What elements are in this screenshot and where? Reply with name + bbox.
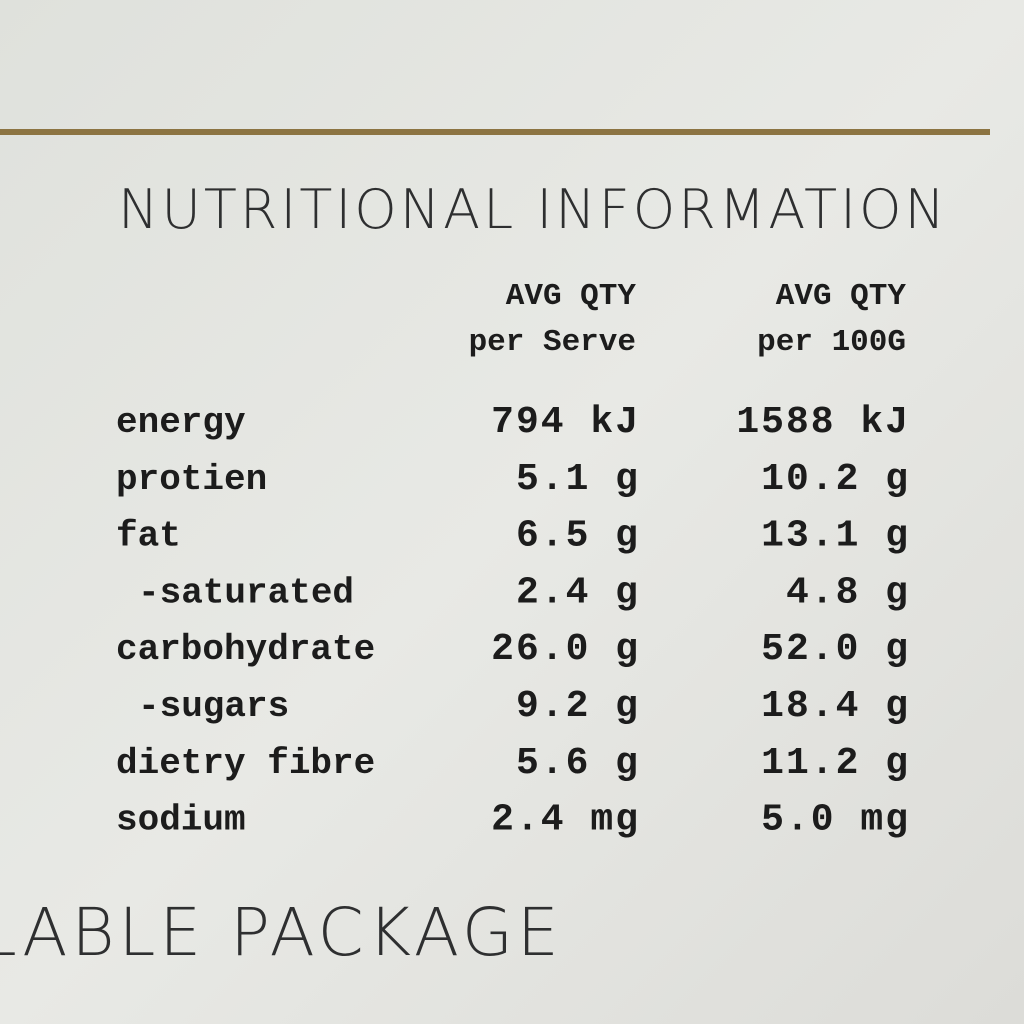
nutrition-table: AVG QTY per Serve AVG QTY per 100G energy 794… (116, 279, 910, 842)
column-header: AVG QTY (506, 279, 637, 314)
title: NUTRITIONAL INFORMATION (118, 178, 948, 241)
footer-text: LABLE PACKAGE (0, 894, 563, 971)
nutrient-value: 1588 kJ (736, 401, 910, 444)
nutrient-name: protien (116, 459, 267, 500)
nutrient-name: -saturated (138, 572, 354, 613)
nutrient-name: energy (116, 402, 246, 443)
column-header: AVG QTY (776, 279, 907, 314)
nutrient-value: 5.1 g (516, 458, 640, 501)
nutrient-name: dietry fibre (116, 743, 375, 784)
nutrient-name: sodium (116, 800, 246, 841)
column-subheader: per Serve (469, 325, 636, 360)
nutrient-value: 5.0 mg (761, 799, 910, 842)
nutrient-value: 18.4 g (761, 685, 910, 728)
nutrient-value: 2.4 g (516, 571, 640, 614)
nutrient-value: 2.4 mg (491, 799, 640, 842)
nutrient-value: 4.8 g (786, 571, 910, 614)
nutrient-name: fat (116, 516, 181, 557)
nutrient-name: -sugars (138, 686, 289, 727)
nutrient-value: 26.0 g (491, 628, 640, 671)
nutrient-name: carbohydrate (116, 629, 375, 670)
nutrient-value: 9.2 g (516, 685, 640, 728)
nutrient-value: 794 kJ (491, 401, 640, 444)
nutrient-value: 10.2 g (761, 458, 910, 501)
column-subheader: per 100G (757, 325, 906, 360)
nutrient-value: 5.6 g (516, 742, 640, 785)
gold-rule (0, 129, 990, 135)
nutrient-value: 52.0 g (761, 628, 910, 671)
nutrient-value: 11.2 g (761, 742, 910, 785)
nutrient-value: 13.1 g (761, 515, 910, 558)
nutrient-value: 6.5 g (516, 515, 640, 558)
